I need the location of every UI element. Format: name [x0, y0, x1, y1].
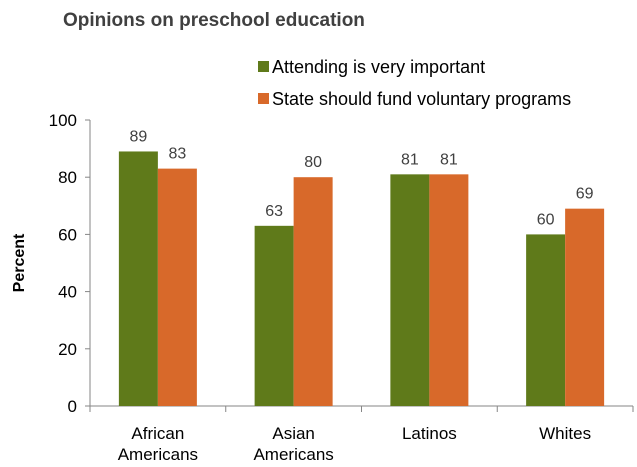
bar [118, 151, 158, 406]
bar-value-label: 83 [168, 146, 186, 163]
y-tick-label: 100 [49, 111, 77, 130]
x-tick-label: Whites [539, 424, 591, 443]
bar [429, 174, 469, 406]
value-labels: 89 63 81 60 83 80 81 69 [129, 128, 593, 228]
y-tick-label: 40 [58, 283, 77, 302]
y-tick-label: 0 [68, 397, 77, 416]
x-tick-label: African Americans [118, 424, 198, 464]
bars [118, 151, 605, 406]
chart-title: Opinions on preschool education [63, 10, 365, 31]
y-tick-label: 60 [58, 225, 77, 244]
y-axis-label: Percent [11, 233, 28, 292]
x-axis: African Americans Asian Americans Latinos Whi… [89, 405, 634, 464]
bar-value-label: 81 [440, 151, 458, 168]
bar [390, 174, 430, 406]
bar [254, 225, 294, 406]
bar [526, 234, 566, 406]
bar-value-label: 60 [537, 211, 555, 228]
bar-value-label: 81 [401, 151, 419, 168]
bar-value-label: 89 [129, 128, 147, 145]
legend-swatch-state-fund [258, 93, 269, 104]
x-tick-label: Asian Americans [253, 424, 333, 464]
legend-label-state-fund: State should fund voluntary programs [272, 89, 571, 109]
bar [293, 177, 333, 406]
bar-value-label: 80 [304, 154, 322, 171]
bar-value-label: 63 [265, 203, 283, 220]
legend-swatch-attending [258, 61, 269, 72]
legend-label-attending: Attending is very important [272, 57, 485, 77]
bar [565, 208, 605, 406]
bar-value-label: 69 [576, 186, 594, 203]
y-axis: 0 20 40 60 80 100 [49, 111, 91, 416]
x-tick-label: Latinos [402, 424, 457, 443]
bar [157, 168, 197, 406]
y-tick-label: 80 [58, 168, 77, 187]
legend: Attending is very important State should… [258, 57, 571, 109]
y-tick-label: 20 [58, 340, 77, 359]
